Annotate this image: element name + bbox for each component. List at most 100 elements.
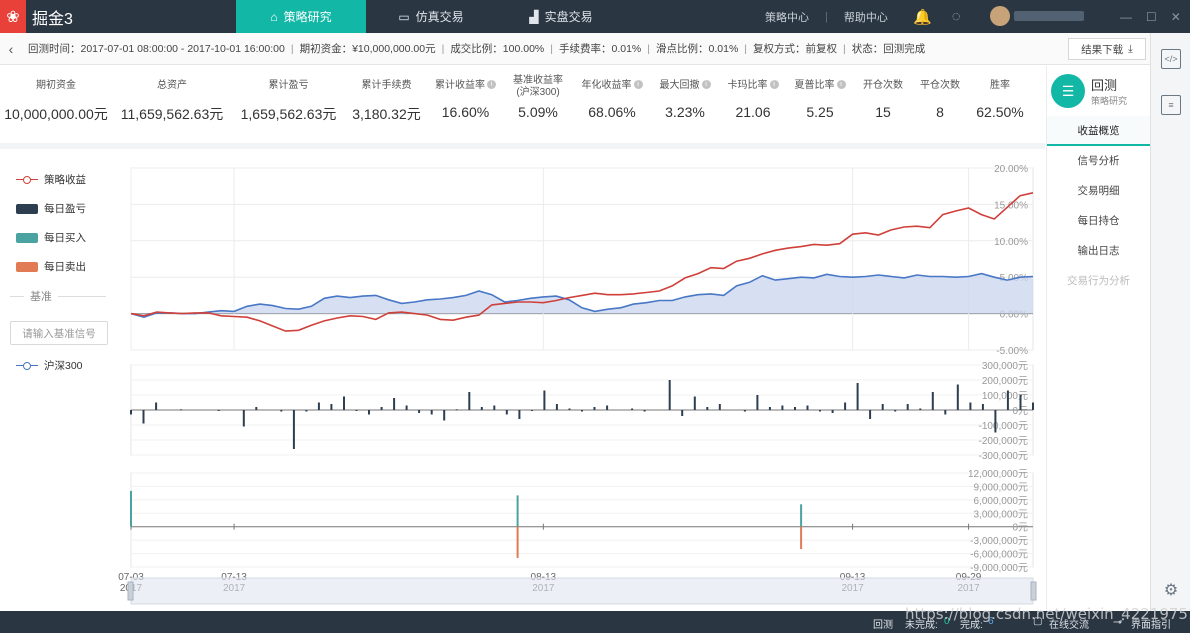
pnl-bar [480,407,483,410]
menu-output-log[interactable]: 输出日志 [1077,245,1120,257]
stat-cumulative-pnl: 累计盈亏 1,659,562.63元 [232,66,345,141]
stat-close-count: 平仓次数 8 [913,66,967,141]
y-tick-label: -6,000,000元 [970,550,1028,561]
y-tick-label: -3,000,000元 [970,536,1028,547]
y-tick-label: -5.00% [996,346,1028,357]
pnl-bar [681,410,684,416]
stats-row: 期初资金 10,000,000.00元 总资产 11,659,562.63元 累… [0,66,1045,141]
stat-calmar: 卡玛比率 i 21.06 [719,66,787,141]
pnl-bar [555,404,558,410]
pnl-bar [543,390,546,410]
y-tick-label: -100,000元 [979,421,1028,432]
right-tool-strip: </> ≡ ⚙ [1150,33,1190,611]
window-controls: — ☐ ✕ [1120,0,1181,33]
stat-max-drawdown: 最大回撤 i 3.23% [651,66,719,141]
document-icon[interactable]: ≡ [1161,95,1181,115]
pnl-bar [142,410,145,424]
status-done-count: 6 [988,616,994,627]
tab-simulated-trading[interactable]: ▭ 仿真交易 [366,0,496,33]
download-label: 结果下载 [1081,43,1124,56]
tab-strategy-research[interactable]: ⌂ 策略研究 [236,0,366,33]
info-icon[interactable]: i [633,80,643,89]
stat-sharpe: 夏普比率 i 5.25 [787,66,853,141]
status-pending-count: 0 [944,616,950,627]
backtest-status: 状态：回测完成 [851,43,926,55]
chart-legend: 策略收益 每日盈亏 每日买入 每日卖出 基准 请输入基准信号 沪深300 [0,165,125,380]
legend-benchmark[interactable]: 沪深300 [0,351,125,380]
stat-open-count: 开仓次数 15 [853,66,913,141]
label-text: 卡玛比率 [727,80,768,91]
strategy-center-link[interactable]: 策略中心 [765,11,809,24]
info-icon[interactable]: i [836,80,846,89]
legend-daily-pnl[interactable]: 每日盈亏 [0,194,125,223]
notification-icon[interactable]: ◌ [951,8,961,25]
pnl-bar [568,408,571,410]
pnl-bar [718,404,721,410]
backtest-charts[interactable]: 20.00%15.00%10.00%5.00%0.00%-5.00%300,00… [0,150,1045,608]
stat-value: 21.06 [735,104,771,120]
pnl-bar [869,410,872,419]
pnl-bar [756,395,759,410]
strategy-line [130,192,1034,332]
legend-daily-buy[interactable]: 每日买入 [0,223,125,252]
legend-strategy[interactable]: 策略收益 [0,165,125,194]
pnl-bar [593,407,596,410]
ui-guide-link[interactable]: 界面指引 [1131,620,1171,631]
help-center-link[interactable]: 帮助中心 [843,11,888,24]
chat-icon[interactable]: ▢ [1033,616,1043,627]
main-nav: ⌂ 策略研究 ▭ 仿真交易 ▟ 实盘交易 [236,0,626,33]
info-icon[interactable]: i [701,80,711,89]
app-logo[interactable]: ❀ 掘金3 [0,0,90,33]
pnl-bar [631,408,634,410]
panel-subtitle: 策略研究 [1091,96,1128,106]
menu-daily-positions[interactable]: 每日持仓 [1077,215,1120,227]
benchmark-input[interactable]: 请输入基准信号 [10,321,108,345]
divider: | [744,42,748,55]
plot-area [130,167,1034,351]
gear-icon[interactable]: ⚙ [1163,582,1179,599]
online-chat-link[interactable]: 在线交流 [1049,620,1089,631]
chart-screen-icon: ▭ [398,9,410,24]
stat-value: 3,180.32元 [352,106,421,122]
menu-trade-details[interactable]: 交易明细 [1077,185,1120,197]
pnl-bar [706,407,709,410]
bell-icon[interactable]: 🔔 [913,8,932,26]
y-tick-label: 100,000元 [982,391,1028,402]
username-blurred[interactable] [1014,11,1084,21]
minimize-icon[interactable]: — [1120,9,1132,24]
pnl-bar [255,407,258,410]
pnl-bar [468,392,471,410]
back-arrow-icon[interactable]: ‹ [8,40,14,57]
code-icon[interactable]: </> [1161,49,1181,69]
info-icon[interactable]: i [769,80,779,89]
info-icon[interactable]: i [487,80,496,89]
pnl-bar [330,404,333,410]
stat-label: 开仓次数 [863,80,903,91]
y-tick-label: 0元 [1012,523,1028,534]
legend-daily-sell[interactable]: 每日卖出 [0,252,125,281]
close-icon[interactable]: ✕ [1170,9,1181,24]
menu-signal-analysis[interactable]: 信号分析 [1077,155,1120,167]
y-tick-label: -200,000元 [979,436,1028,447]
y-tick-label: -300,000元 [979,451,1028,462]
divider: | [550,42,553,55]
range-handle-right [1030,581,1037,601]
tab-live-trading[interactable]: ▟ 实盘交易 [496,0,626,33]
maximize-icon[interactable]: ☐ [1146,9,1157,24]
stat-value: 10,000,000.00元 [4,106,108,122]
download-results-button[interactable]: 结果下载 ⤓ [1068,38,1146,60]
swatch [16,232,38,243]
divider: | [825,10,828,23]
fee-rate: 手续费率：0.01% [559,43,642,55]
pnl-bar [906,404,909,410]
avatar[interactable] [990,6,1010,26]
pnl-bar [242,410,245,427]
y-tick-label: 15.00% [994,200,1028,211]
label-text: 累计收益率 [435,80,485,91]
menu-return-overview[interactable]: 收益概览 [1047,116,1150,146]
adjust-mode: 复权方式：前复权 [753,43,838,55]
pin-icon[interactable]: ➶ [1117,616,1126,627]
lotus-logo-icon: ❀ [0,0,26,33]
stat-cumulative-return: 累计收益率 i 16.60% [428,66,503,141]
pnl-bar [280,410,283,412]
